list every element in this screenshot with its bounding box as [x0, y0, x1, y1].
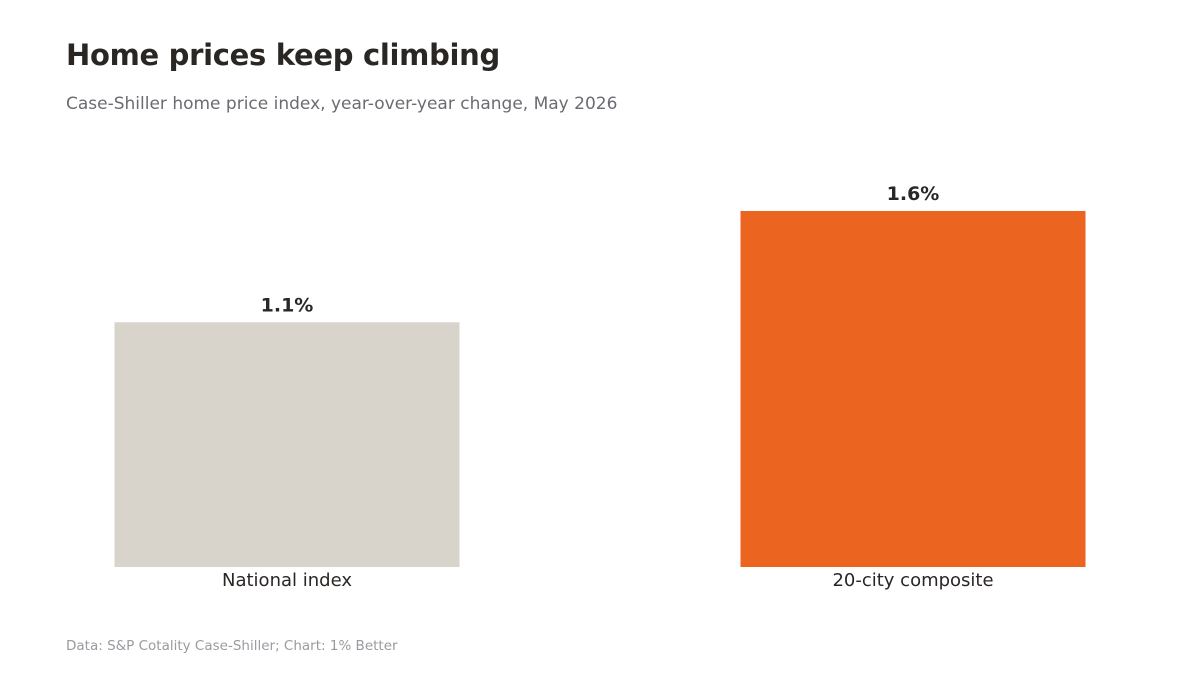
- category-label-20-city-composite: 20-city composite: [832, 570, 993, 591]
- chart-subtitle: Case-Shiller home price index, year-over…: [66, 94, 618, 114]
- bar-national-index: [114, 322, 460, 567]
- source-note: Data: S&P Cotality Case-Shiller; Chart: …: [66, 638, 398, 654]
- category-label-national-index: National index: [222, 570, 352, 591]
- value-label-national-index: 1.1%: [261, 294, 314, 316]
- bar-20-city-composite: [740, 211, 1086, 567]
- value-label-20-city-composite: 1.6%: [887, 183, 940, 205]
- chart-title: Home prices keep climbing: [66, 38, 500, 72]
